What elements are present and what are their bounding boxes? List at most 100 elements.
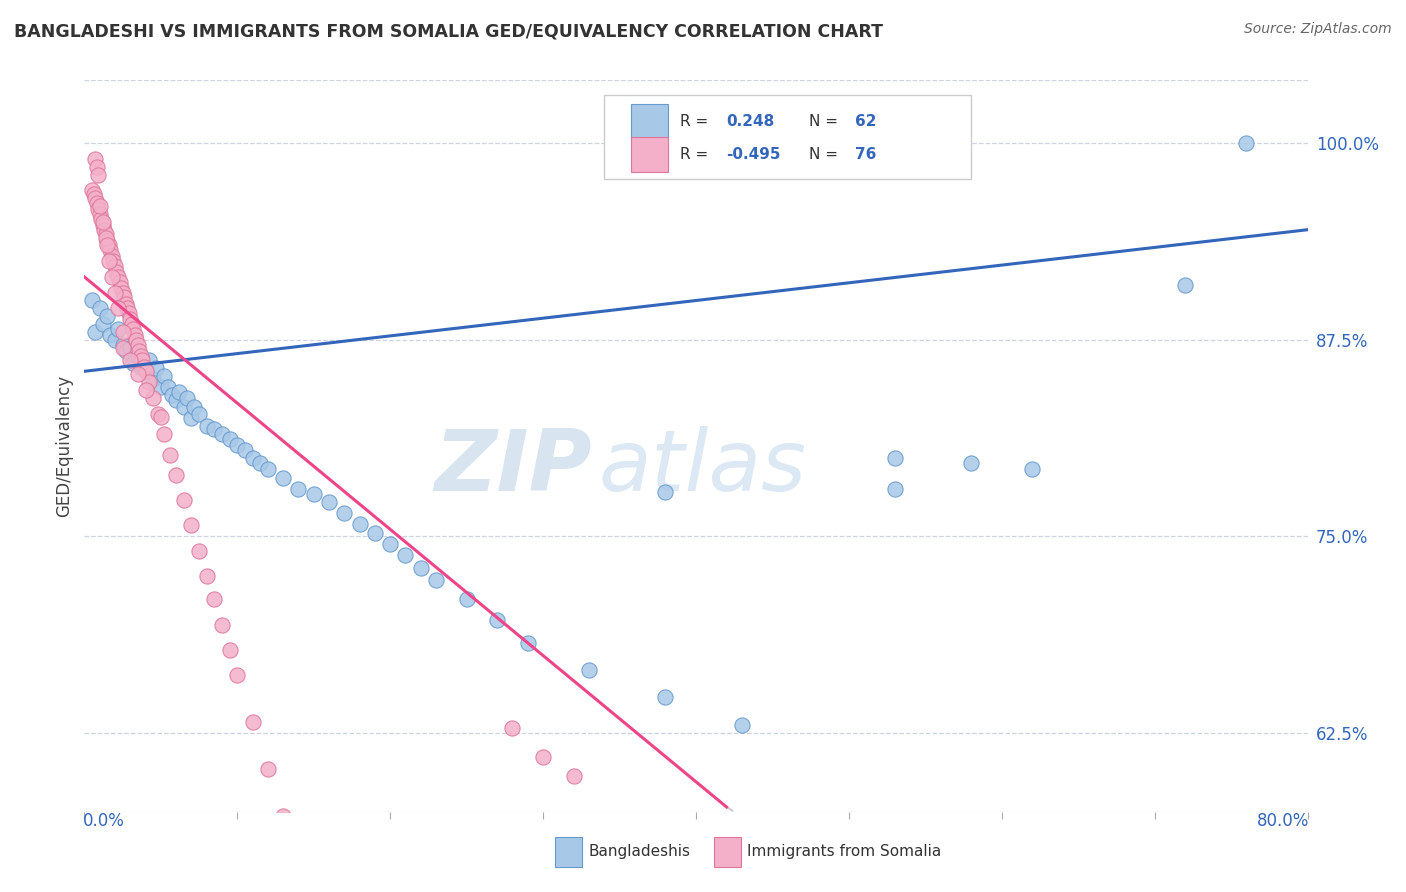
- Point: [242, 714, 264, 729]
- Point: [318, 495, 340, 509]
- Bar: [631, 136, 668, 172]
- Point: [120, 353, 142, 368]
- Bar: [555, 838, 582, 867]
- Point: [114, 296, 136, 310]
- Point: [456, 592, 478, 607]
- Point: [146, 407, 169, 421]
- Point: [149, 409, 172, 424]
- Point: [195, 568, 218, 582]
- Point: [110, 281, 132, 295]
- Point: [135, 383, 157, 397]
- Point: [91, 215, 114, 229]
- Point: [211, 617, 233, 632]
- Point: [129, 359, 152, 374]
- Point: [165, 468, 187, 483]
- Point: [142, 372, 165, 386]
- Point: [242, 450, 264, 465]
- Text: R =: R =: [681, 114, 713, 129]
- Point: [165, 392, 187, 407]
- Point: [486, 613, 509, 627]
- Point: [108, 275, 131, 289]
- Point: [135, 364, 157, 378]
- Point: [257, 762, 280, 776]
- Point: [122, 356, 145, 370]
- Text: -0.495: -0.495: [727, 147, 782, 161]
- Point: [97, 238, 120, 252]
- Text: 76: 76: [855, 147, 876, 161]
- Point: [127, 349, 149, 363]
- Point: [124, 328, 146, 343]
- Point: [202, 422, 225, 436]
- Point: [97, 254, 120, 268]
- Point: [96, 310, 118, 324]
- Point: [101, 269, 124, 284]
- Point: [188, 407, 211, 421]
- Point: [104, 259, 127, 273]
- Point: [84, 191, 107, 205]
- Point: [111, 341, 134, 355]
- Point: [149, 380, 172, 394]
- Point: [90, 211, 112, 226]
- Point: [98, 243, 121, 257]
- Point: [516, 636, 538, 650]
- Point: [131, 353, 153, 368]
- Point: [91, 317, 114, 331]
- Point: [115, 301, 138, 316]
- Point: [120, 341, 142, 355]
- Point: [380, 537, 402, 551]
- Point: [80, 293, 103, 308]
- Text: 62: 62: [855, 114, 876, 129]
- Point: [731, 718, 754, 732]
- Point: [101, 250, 124, 264]
- Point: [173, 401, 195, 415]
- Point: [1174, 277, 1197, 292]
- Point: [127, 368, 149, 382]
- Point: [1021, 462, 1043, 476]
- Point: [120, 312, 142, 326]
- Point: [125, 333, 148, 347]
- Text: R =: R =: [681, 147, 713, 161]
- Point: [104, 333, 127, 347]
- Point: [84, 325, 107, 339]
- Point: [271, 471, 294, 485]
- Point: [84, 152, 107, 166]
- Point: [127, 337, 149, 351]
- Point: [180, 411, 202, 425]
- Point: [94, 227, 117, 242]
- Point: [176, 391, 198, 405]
- Text: 80.0%: 80.0%: [1257, 812, 1309, 830]
- Point: [654, 485, 676, 500]
- Point: [87, 202, 110, 217]
- Point: [89, 199, 111, 213]
- Point: [409, 561, 432, 575]
- Point: [86, 196, 108, 211]
- Text: N =: N =: [808, 147, 842, 161]
- Point: [111, 337, 134, 351]
- Point: [394, 549, 416, 563]
- Point: [132, 359, 155, 374]
- Point: [157, 380, 180, 394]
- Point: [129, 349, 152, 363]
- Point: [302, 487, 325, 501]
- Point: [160, 388, 183, 402]
- Point: [578, 663, 600, 677]
- Point: [211, 427, 233, 442]
- Point: [195, 419, 218, 434]
- Point: [226, 668, 249, 682]
- Point: [287, 482, 309, 496]
- Point: [364, 526, 387, 541]
- Point: [121, 317, 143, 331]
- Bar: [714, 838, 741, 867]
- Point: [226, 438, 249, 452]
- Text: Source: ZipAtlas.com: Source: ZipAtlas.com: [1244, 22, 1392, 37]
- Text: BANGLADESHI VS IMMIGRANTS FROM SOMALIA GED/EQUIVALENCY CORRELATION CHART: BANGLADESHI VS IMMIGRANTS FROM SOMALIA G…: [14, 22, 883, 40]
- Point: [502, 722, 524, 736]
- Point: [257, 462, 280, 476]
- Point: [83, 186, 105, 201]
- Point: [562, 768, 585, 782]
- Point: [425, 574, 447, 588]
- Point: [114, 343, 136, 358]
- Point: [98, 328, 121, 343]
- Point: [107, 301, 129, 316]
- Point: [86, 160, 108, 174]
